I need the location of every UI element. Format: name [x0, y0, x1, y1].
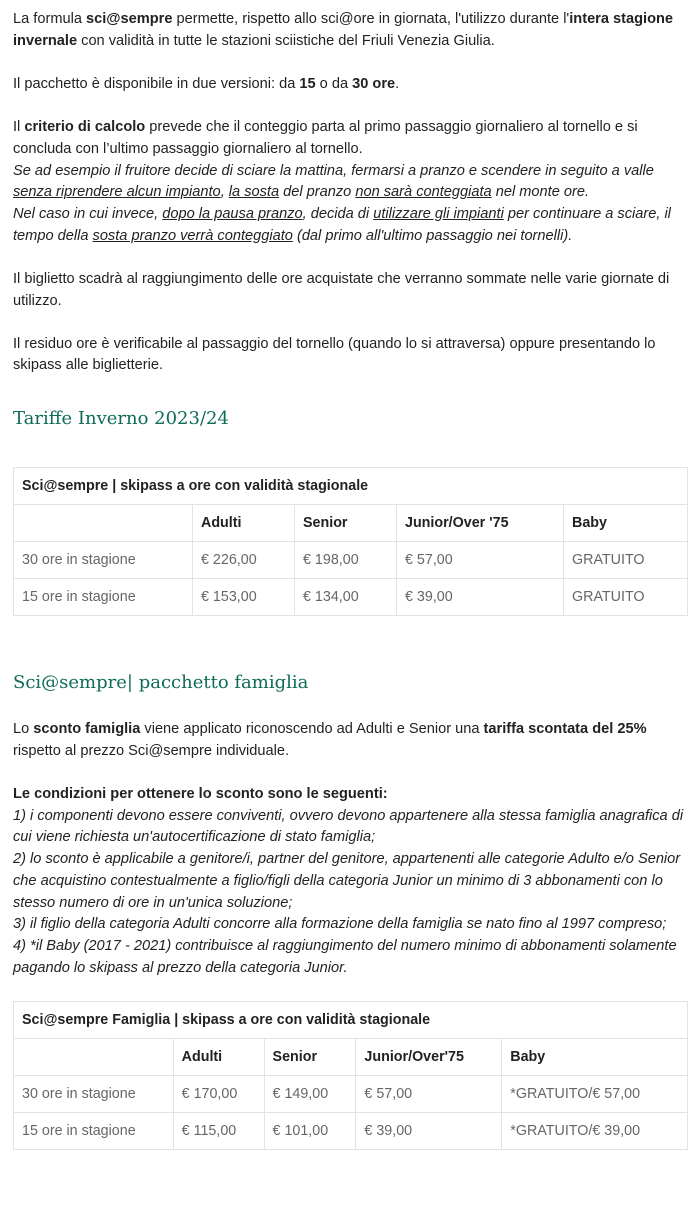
paragraph: Il pacchetto è disponibile in due versio… [13, 74, 687, 96]
text-segment: criterio di calcolo [24, 119, 146, 136]
text-segment: 4) *il Baby (2017 - 2021) contribuisce a… [13, 937, 677, 976]
column-header: Adulti [192, 504, 295, 543]
text-segment: nel monte ore. [491, 184, 590, 201]
text-segment: Il pacchetto è disponibile in due versio… [13, 75, 300, 92]
paragraph: Le condizioni per ottenere lo sconto son… [13, 784, 687, 979]
table-row: 30 ore in stagione € 226,00 € 198,00 € 57,0… [13, 541, 688, 580]
table-cell: *GRATUITO/€ 39,00 [501, 1111, 688, 1150]
text-segment: . [395, 75, 400, 92]
text-segment: del pranzo [279, 184, 356, 201]
text-segment: rispetto al prezzo Sci@sempre individual… [13, 742, 290, 759]
text-segment: Il [13, 119, 25, 136]
text-segment: , [220, 184, 229, 201]
paragraph: Lo sconto famiglia viene applicato ricon… [13, 719, 687, 762]
text-segment: non sarà conteggiata [355, 184, 492, 201]
text-segment: per continuare a sciare, il tempo della [13, 205, 671, 244]
column-header: Baby [563, 504, 688, 543]
text-segment: La formula [13, 11, 87, 27]
text-segment: Lo [13, 721, 34, 738]
column-header: Senior [263, 1037, 357, 1076]
text-segment: intera stagione invernale [13, 11, 674, 49]
text-segment: Nel caso in cui invece, [13, 205, 163, 222]
table-cell: GRATUITO [563, 578, 688, 617]
table-caption: Sci@sempre Famiglia | skipass a ore con … [13, 1000, 688, 1039]
paragraph: Il biglietto scadrà al raggiungimento de… [13, 269, 687, 312]
intro-text: La formula sci@sempre permette, rispetto… [13, 9, 687, 377]
table-row: 15 ore in stagione € 153,00 € 134,00 € 39,0… [13, 578, 688, 617]
table-cell: GRATUITO [563, 541, 688, 580]
table-cell: € 39,00 [396, 578, 564, 617]
section-title-famiglia: Sci@sempre| pacchetto famiglia [13, 672, 309, 694]
table-cell: € 198,00 [294, 541, 397, 580]
text-segment: sconto famiglia [33, 721, 141, 738]
table-cell: € 101,00 [263, 1111, 357, 1150]
text-segment: sci@sempre [86, 11, 173, 27]
column-header: Adulti [172, 1037, 265, 1076]
table-cell: 30 ore in stagione [13, 541, 193, 580]
paragraph: Il residuo ore è verificabile al passagg… [13, 334, 687, 377]
table-cell: € 134,00 [294, 578, 397, 617]
column-header [13, 504, 193, 543]
text-segment: , decida di [302, 205, 374, 222]
text-segment: Le condizioni per ottenere lo sconto son… [13, 786, 388, 803]
famiglia-text: Lo sconto famiglia viene applicato ricon… [13, 719, 687, 979]
text-segment: viene applicato riconoscendo ad Adulti e… [140, 721, 484, 738]
text-segment: senza riprendere alcun impianto [13, 184, 221, 201]
table-caption: Sci@sempre | skipass a ore con validità … [13, 467, 688, 506]
text-segment: Il residuo ore è verificabile al passagg… [13, 335, 656, 374]
text-segment: o da [315, 75, 353, 92]
text-segment: prevede che il conteggio parta al primo … [13, 119, 638, 157]
table-row: 30 ore in stagione € 170,00 € 149,00 € 57,0… [13, 1074, 688, 1113]
section-title-tariffe: Tariffe Inverno 2023/24 [13, 408, 229, 430]
table-cell: € 57,00 [355, 1074, 503, 1113]
table-cell: € 39,00 [355, 1111, 503, 1150]
column-header [13, 1037, 174, 1076]
text-segment: la sosta [228, 184, 280, 201]
column-header: Senior [294, 504, 397, 543]
table-cell: € 153,00 [192, 578, 295, 617]
table-cell: 15 ore in stagione [13, 1111, 174, 1150]
table-cell: € 149,00 [263, 1074, 357, 1113]
table-row: 15 ore in stagione € 115,00 € 101,00 € 39,0… [13, 1111, 688, 1150]
text-segment: dopo la pausa pranzo [162, 205, 303, 222]
tariffe-table: Sci@sempre | skipass a ore con validità … [13, 467, 688, 617]
table-cell: *GRATUITO/€ 57,00 [501, 1074, 688, 1113]
text-segment: Se ad esempio il fruitore decide di scia… [13, 162, 654, 179]
table-cell: € 226,00 [192, 541, 295, 580]
page-content: La formula sci@sempre permette, rispetto… [13, 9, 688, 1150]
table-cell: 15 ore in stagione [13, 578, 193, 617]
table-header-row: Adulti Senior Junior/Over '75 Baby [13, 504, 688, 543]
text-segment: 1) i componenti devono essere conviventi… [13, 807, 684, 846]
table-header-row: Adulti Senior Junior/Over'75 Baby [13, 1037, 688, 1076]
paragraph: Il criterio di calcolo prevede che il co… [13, 117, 687, 247]
famiglia-table: Sci@sempre Famiglia | skipass a ore con … [13, 1000, 688, 1150]
text-segment: permette, rispetto allo sci@ore in giorn… [172, 11, 570, 27]
text-segment: con validità in tutte le stazioni sciist… [77, 32, 495, 49]
table-cell: € 115,00 [172, 1111, 265, 1150]
text-segment: 30 ore [352, 75, 396, 92]
text-segment: utilizzare gli impianti [373, 205, 504, 222]
column-header: Junior/Over '75 [396, 504, 564, 543]
table-cell: 30 ore in stagione [13, 1074, 174, 1113]
text-segment: 2) lo sconto è applicabile a genitore/i,… [13, 851, 681, 911]
column-header: Junior/Over'75 [355, 1037, 503, 1076]
text-segment: sosta pranzo verrà conteggiato [92, 227, 293, 244]
column-header: Baby [501, 1037, 688, 1076]
text-segment: tariffa scontata del 25% [483, 721, 647, 738]
text-segment: (dal primo all'ultimo passaggio nei torn… [292, 227, 573, 244]
text-segment: Il biglietto scadrà al raggiungimento de… [13, 270, 670, 309]
text-segment: 3) il figlio della categoria Adulti conc… [13, 916, 667, 933]
table-cell: € 57,00 [396, 541, 564, 580]
paragraph: La formula sci@sempre permette, rispetto… [13, 9, 687, 52]
text-segment: 15 [299, 75, 316, 92]
table-cell: € 170,00 [172, 1074, 265, 1113]
